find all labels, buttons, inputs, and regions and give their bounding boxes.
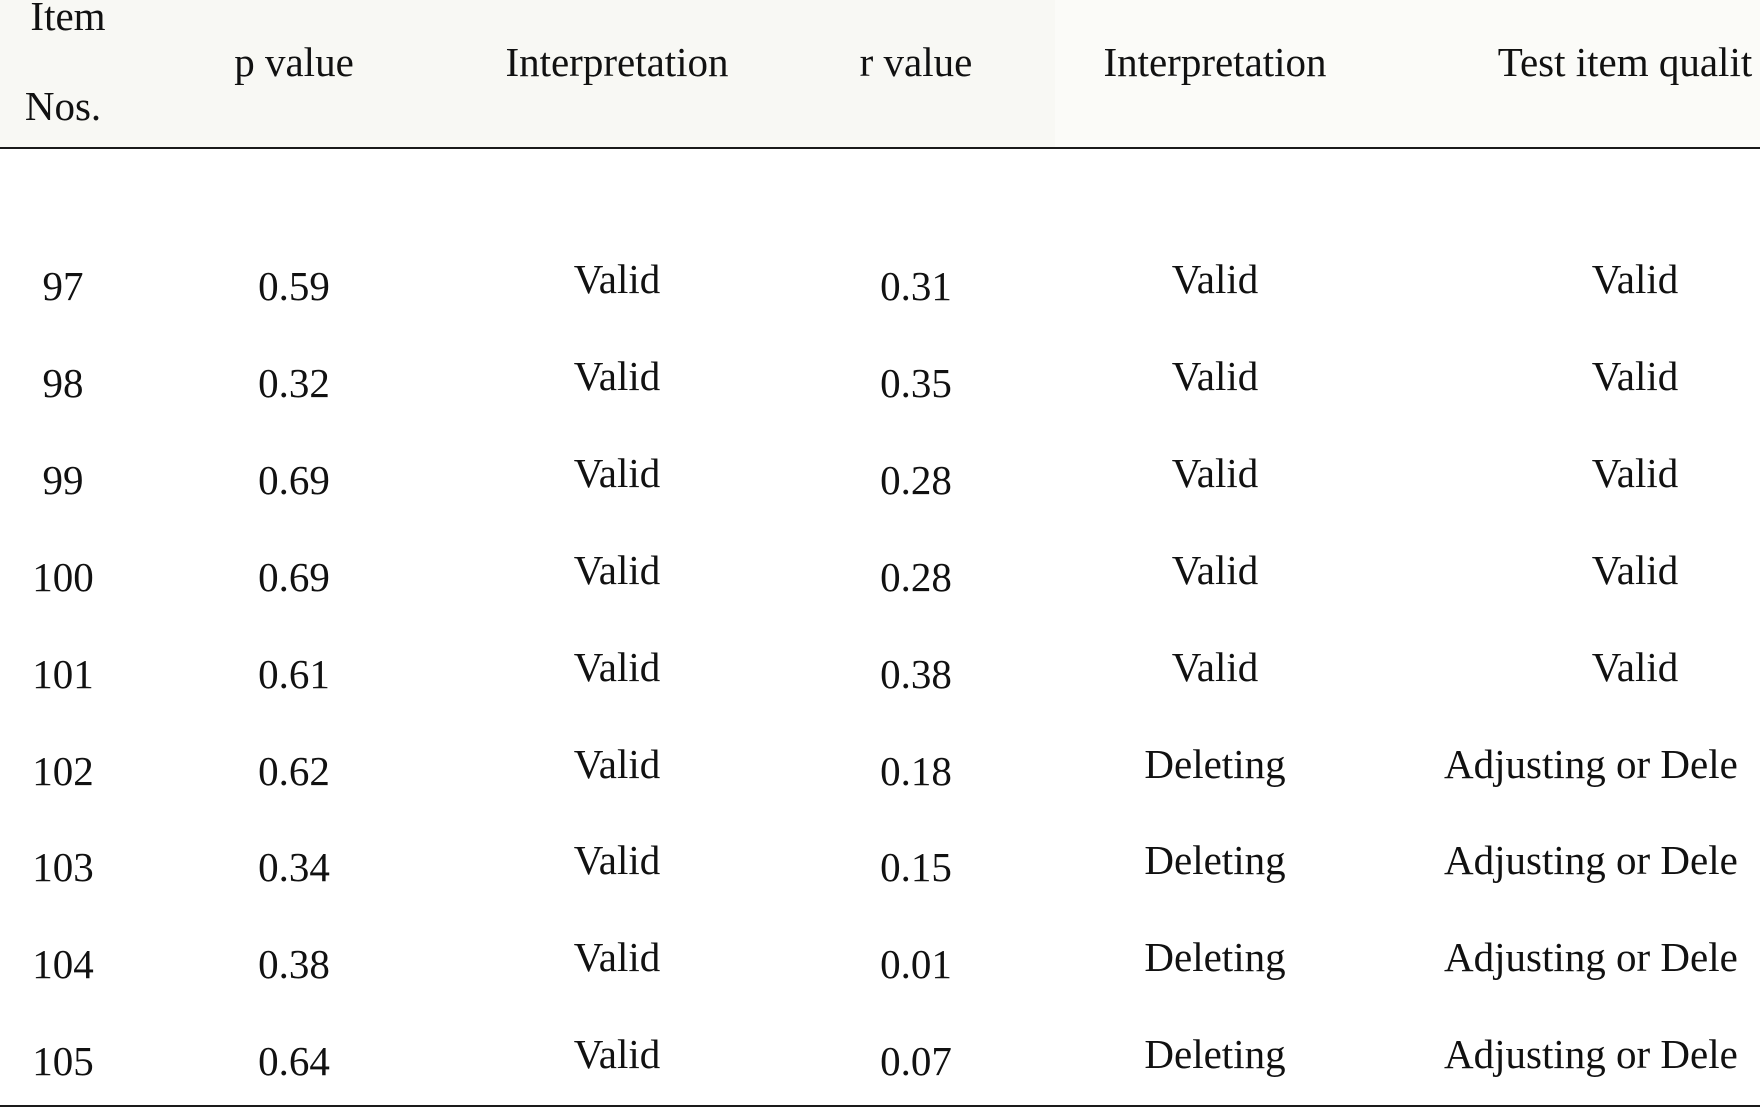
cell-item-no: 101 bbox=[32, 650, 94, 697]
cell-test-item-quality: Valid bbox=[1591, 546, 1679, 593]
cell-r-interpretation: Deleting bbox=[1144, 740, 1286, 787]
cell-p-value: 0.38 bbox=[258, 941, 330, 988]
cell-item-no: 99 bbox=[42, 456, 84, 503]
cell-p-value: 0.69 bbox=[258, 456, 330, 503]
header-p-interpretation: Interpretation bbox=[505, 39, 729, 85]
header-r-interpretation: Interpretation bbox=[1103, 39, 1327, 85]
cell-r-interpretation: Valid bbox=[1171, 643, 1259, 690]
cell-p-interpretation: Valid bbox=[573, 546, 661, 593]
cell-test-item-quality: Adjusting or Dele bbox=[1444, 1031, 1738, 1078]
cell-p-value: 0.32 bbox=[258, 359, 330, 406]
cell-test-item-quality: Valid bbox=[1591, 352, 1679, 399]
table-header-band bbox=[0, 0, 1760, 148]
header-item-nos-line2: Nos. bbox=[24, 83, 102, 129]
cell-item-no: 105 bbox=[32, 1038, 94, 1085]
header-band-right bbox=[1055, 0, 1760, 148]
cell-test-item-quality: Adjusting or Dele bbox=[1444, 740, 1738, 787]
cell-r-value: 0.28 bbox=[880, 456, 952, 503]
cell-r-interpretation: Deleting bbox=[1144, 934, 1286, 981]
cell-p-interpretation: Valid bbox=[573, 934, 661, 981]
header-test-item-quality: Test item qualit bbox=[1497, 39, 1753, 85]
cell-item-no: 104 bbox=[32, 941, 94, 988]
cell-r-value: 0.28 bbox=[880, 553, 952, 600]
cell-p-value: 0.59 bbox=[258, 263, 330, 309]
cell-item-no: 98 bbox=[42, 359, 84, 406]
cell-r-interpretation: Valid bbox=[1171, 352, 1259, 399]
cell-r-interpretation: Deleting bbox=[1144, 837, 1286, 884]
cell-r-value: 0.01 bbox=[880, 941, 952, 988]
cell-r-value: 0.31 bbox=[880, 263, 952, 309]
cell-p-interpretation: Valid bbox=[573, 352, 661, 399]
cell-p-value: 0.61 bbox=[258, 650, 330, 697]
cell-r-interpretation: Valid bbox=[1171, 546, 1259, 593]
cell-item-no: 103 bbox=[32, 844, 94, 891]
cell-item-no: 97 bbox=[42, 263, 84, 309]
cell-r-value: 0.18 bbox=[880, 747, 952, 794]
cell-p-interpretation: Valid bbox=[573, 449, 661, 496]
cell-r-value: 0.07 bbox=[880, 1038, 952, 1085]
cell-test-item-quality: Adjusting or Dele bbox=[1444, 837, 1738, 884]
cell-test-item-quality: Valid bbox=[1591, 643, 1679, 690]
cell-p-value: 0.62 bbox=[258, 747, 330, 794]
cell-p-interpretation: Valid bbox=[573, 1031, 661, 1078]
header-r-value: r value bbox=[859, 39, 973, 85]
cell-r-interpretation: Valid bbox=[1171, 256, 1259, 302]
cell-test-item-quality: Valid bbox=[1591, 449, 1679, 496]
bottom-rule bbox=[0, 1105, 1760, 1107]
cell-r-interpretation: Valid bbox=[1171, 449, 1259, 496]
cell-item-no: 102 bbox=[32, 747, 94, 794]
header-rule bbox=[0, 147, 1760, 149]
cell-test-item-quality: Adjusting or Dele bbox=[1444, 934, 1738, 981]
header-item-nos-line1: Item bbox=[30, 0, 106, 39]
header-p-value: p value bbox=[234, 39, 354, 85]
cell-p-interpretation: Valid bbox=[573, 256, 661, 302]
cell-r-value: 0.38 bbox=[880, 650, 952, 697]
cell-p-value: 0.64 bbox=[258, 1038, 330, 1085]
cell-r-value: 0.35 bbox=[880, 359, 952, 406]
cell-r-value: 0.15 bbox=[880, 844, 952, 891]
cell-p-value: 0.69 bbox=[258, 553, 330, 600]
cell-p-interpretation: Valid bbox=[573, 837, 661, 884]
cell-p-value: 0.34 bbox=[258, 844, 330, 891]
cell-p-interpretation: Valid bbox=[573, 740, 661, 787]
cell-test-item-quality: Valid bbox=[1591, 256, 1679, 302]
cell-p-interpretation: Valid bbox=[573, 643, 661, 690]
cell-item-no: 100 bbox=[32, 553, 94, 600]
cell-r-interpretation: Deleting bbox=[1144, 1031, 1286, 1078]
